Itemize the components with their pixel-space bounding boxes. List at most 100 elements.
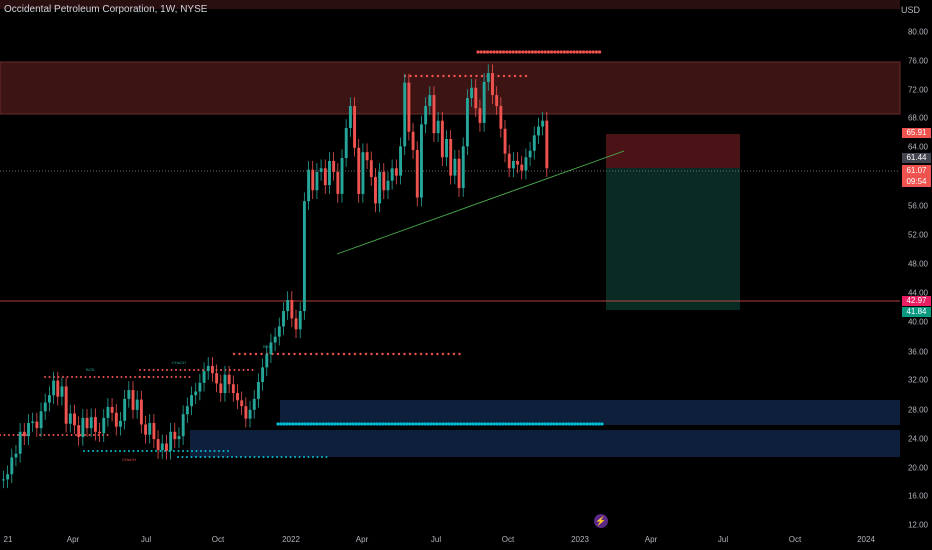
support-level-dot	[342, 422, 346, 426]
support-level-dot	[141, 450, 144, 452]
price-tag-level: 42.97	[902, 296, 931, 306]
support-level-dot	[501, 422, 505, 426]
resistance-level-dot	[202, 369, 204, 371]
time-tick-label: Apr	[355, 535, 369, 544]
candle-body	[10, 457, 14, 475]
resistance-level-dot	[452, 352, 456, 356]
candle-body	[227, 374, 231, 385]
support-level-dot	[504, 422, 508, 426]
resistance-level-dot	[582, 50, 586, 54]
resistance-level-dot	[70, 434, 73, 436]
support-level-dot	[564, 422, 568, 426]
resistance-level-dot	[425, 352, 428, 356]
resistance-level-dot	[106, 434, 109, 436]
support-level-dot	[519, 422, 523, 426]
resistance-level-dot	[572, 50, 576, 54]
candle-body	[503, 128, 507, 154]
support-level-dot	[513, 422, 517, 426]
resistance-level-dot	[479, 50, 483, 54]
candle-body	[194, 391, 198, 396]
support-level-dot	[588, 422, 592, 426]
resistance-level-dot	[353, 352, 357, 356]
support-level-dot	[420, 422, 424, 426]
candle-body	[156, 439, 160, 451]
support-level-dot	[552, 422, 556, 426]
currency-label[interactable]: USD	[900, 5, 920, 15]
candle-body	[22, 431, 26, 437]
support-level-dot	[405, 422, 409, 426]
support-level-dot	[318, 422, 322, 426]
resistance-level-dot	[282, 352, 285, 356]
candle-body	[265, 354, 269, 368]
price-tick-label: 72.00	[907, 85, 928, 95]
time-axis[interactable]: 21 Apr Jul Oct 2022 Apr Jul Oct 2023 Apr Jul Oct 202…	[0, 532, 900, 550]
resistance-level-dot	[518, 50, 522, 54]
resistance-level-dot	[348, 352, 351, 356]
candle-body	[361, 152, 365, 194]
support-level-dot	[267, 456, 269, 458]
resistance-level-dot	[511, 50, 515, 54]
support-level-dot	[128, 450, 130, 452]
resistance-level-dot	[184, 376, 186, 378]
symbol-title[interactable]: Occidental Petroleum Corporation, 1W, NY…	[4, 4, 208, 15]
resistance-level-dot	[57, 434, 59, 436]
support-level-dot	[453, 422, 457, 426]
resistance-level-dot	[242, 369, 245, 371]
resistance-level-dot	[52, 434, 55, 436]
resistance-level-dot	[238, 352, 241, 356]
support-level-dot	[249, 456, 251, 458]
support-level-dot	[435, 422, 439, 426]
resistance-level-dot	[331, 352, 335, 356]
candle-body	[135, 399, 139, 410]
support-level-dot	[594, 422, 598, 426]
resistance-level-dot	[476, 50, 480, 54]
candle-body	[382, 171, 386, 191]
support-level-dot	[282, 422, 286, 426]
candles	[2, 64, 549, 489]
candle-body	[461, 146, 465, 189]
candle-body	[215, 373, 219, 384]
candle-body	[491, 73, 494, 96]
resistance-level-dot	[93, 434, 95, 436]
support-level-dot	[537, 422, 541, 426]
resistance-level-dot	[139, 369, 141, 371]
resistance-level-dot	[588, 50, 592, 54]
candle-body	[236, 393, 239, 401]
price-tick-label: 36.00	[907, 347, 928, 357]
candle-body	[27, 423, 30, 437]
candle-body	[440, 120, 444, 158]
candle-body	[64, 386, 68, 424]
resistance-level-dot	[425, 74, 429, 78]
price-axis[interactable]: 12.00 16.00 20.00 24.00 28.00 32.00 36.00 40.00…	[900, 0, 932, 550]
candle-body	[520, 164, 524, 171]
support-level-dot	[339, 422, 343, 426]
support-level-dot	[393, 422, 397, 426]
resistance-level-dot	[489, 50, 493, 54]
support-level-dot	[258, 456, 260, 458]
event-icon[interactable]: ⚡	[594, 514, 608, 528]
candle-body	[357, 147, 361, 194]
candle-body	[35, 421, 39, 429]
resistance-level-dot	[66, 376, 69, 378]
resistance-level-dot	[157, 376, 159, 378]
support-level-dot	[330, 422, 334, 426]
support-level-dot	[525, 422, 529, 426]
resistance-level-dot	[562, 50, 567, 54]
time-tick-label: Apr	[66, 535, 80, 544]
candle-body	[98, 431, 102, 434]
resistance-level-dot	[220, 369, 222, 371]
resistance-level-dot	[48, 376, 51, 378]
candle-body	[261, 367, 265, 383]
resistance-level-dot	[193, 369, 195, 371]
support-level-dot	[204, 456, 206, 458]
support-level-dot	[456, 422, 460, 426]
support-level-dot	[119, 450, 121, 452]
resistance-level-dot	[419, 352, 423, 356]
candle-body	[60, 386, 64, 397]
resistance-level-dot	[243, 352, 247, 356]
candle-body	[411, 131, 415, 150]
support-level-dot	[300, 422, 304, 426]
resistance-level-dot	[575, 50, 579, 54]
support-level-dot	[217, 456, 220, 458]
